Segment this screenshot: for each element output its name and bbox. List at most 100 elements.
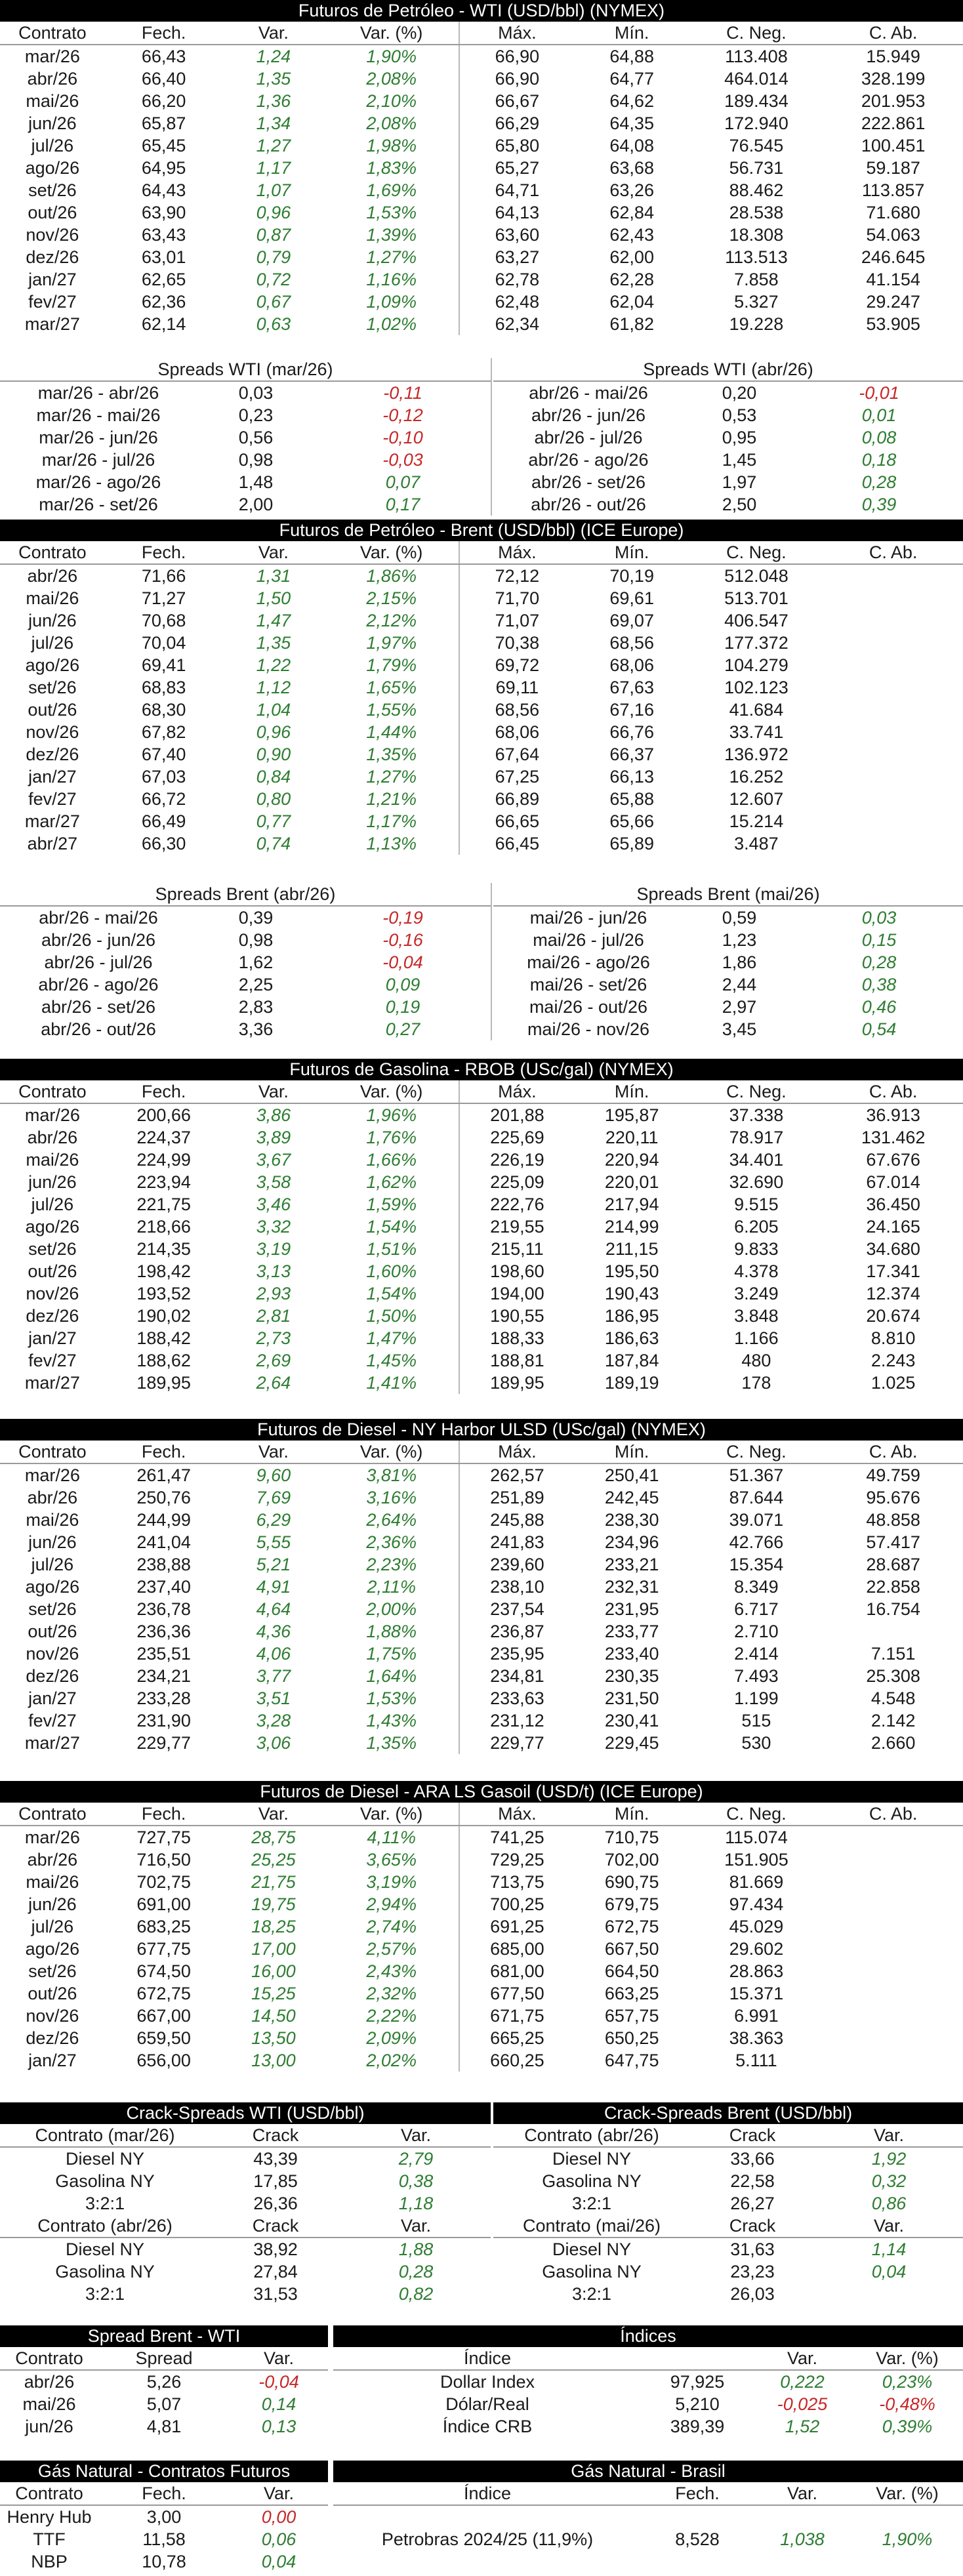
table-cell: 29.247 — [866, 292, 920, 312]
crack-cell: 3:2:1 — [85, 2194, 125, 2213]
indices-row: Índice CRB 389,39 1,52 0,39% — [333, 2415, 963, 2438]
table-cell: 2.660 — [871, 1733, 916, 1753]
table-row: jan/27 62,65 0,72 1,16% 62,78 62,28 7.858 41.15… — [0, 268, 963, 291]
spread-cell: 1,23 — [722, 930, 757, 950]
table-cell: mai/26 — [26, 1150, 79, 1170]
table-cell: 2,09% — [324, 2027, 461, 2049]
table-cell: 1,35% — [324, 1732, 461, 1754]
table-cell: 5,210 — [675, 2394, 720, 2414]
table-cell: 68,30 — [141, 700, 186, 720]
table-cell: 251,89 — [490, 1488, 544, 1507]
table-cell: 0,06 — [261, 2529, 297, 2549]
table-cell: nov/26 — [26, 722, 79, 742]
table-cell: 41.154 — [866, 270, 920, 289]
table-row: mar/27 229,77 3,06 1,35% 229,77 229,45 530 2.66… — [0, 1732, 963, 1754]
table-cell: 65,27 — [495, 158, 540, 178]
table-cell: jul/26 — [31, 1555, 74, 1574]
table-cell: 1,51% — [324, 1238, 461, 1260]
table-cell: 0,23% — [882, 2372, 933, 2392]
table-cell: dez/26 — [26, 1306, 79, 1326]
table-cell: 0,77 — [256, 811, 291, 831]
spread-cell: abr/26 - ago/26 — [528, 450, 649, 470]
table-row: jun/26 70,68 1,47 2,12% 71,07 69,07 406.547 — [0, 609, 963, 632]
table-cell: nov/26 — [26, 1284, 79, 1303]
table-cell: 88.462 — [729, 180, 784, 200]
table-cell — [823, 2027, 963, 2049]
table-cell: 1,64% — [324, 1665, 461, 1687]
table-row: fev/27 62,36 0,67 1,09% 62,48 62,04 5.327 29.24… — [0, 291, 963, 313]
table-cell: 16.252 — [729, 767, 784, 787]
table-cell: 671,75 — [490, 2006, 544, 2026]
spread-cell: 0,98 — [238, 450, 274, 470]
table-cell: 1,27% — [324, 766, 461, 788]
table-row: jan/27 67,03 0,84 1,27% 67,25 66,13 16.252 — [0, 766, 963, 788]
spread-row: mar/26 - mai/26 0,23 -0,12 — [0, 404, 491, 426]
spread-brent-wti-row: mai/26 5,07 0,14 — [0, 2393, 328, 2415]
table-cell: 515 — [741, 1711, 771, 1730]
table-cell: Henry Hub — [7, 2507, 92, 2527]
table-cell: 66,40 — [141, 69, 186, 89]
table-cell: 4,64 — [256, 1599, 291, 1619]
table-cell — [823, 1982, 963, 2005]
column-header: C. Neg. — [726, 1082, 787, 1101]
table-cell: 97.434 — [729, 1894, 784, 1914]
table-cell: 4,81 — [146, 2417, 182, 2436]
table-cell: 223,94 — [136, 1172, 191, 1192]
table-row: mar/26 727,75 28,75 4,11% 741,25 710,75 115.07… — [0, 1826, 963, 1849]
table-cell: 63,43 — [141, 225, 186, 245]
table-cell: 1,43% — [324, 1709, 461, 1732]
table-cell: 2.243 — [871, 1351, 916, 1370]
table-cell: 261,47 — [136, 1465, 191, 1485]
table-cell: 190,02 — [136, 1306, 191, 1326]
crack-row: 3:2:1 31,53 0,82 — [0, 2283, 491, 2305]
table-cell: 7.151 — [871, 1644, 916, 1664]
table-cell: 3,81% — [324, 1464, 461, 1486]
table-cell: 679,75 — [604, 1894, 659, 1914]
table-cell: 2,23% — [324, 1553, 461, 1576]
table-cell: mar/26 — [24, 47, 80, 66]
table-cell: 219,55 — [490, 1217, 544, 1237]
spread-cell: 0,28 — [861, 472, 897, 492]
column-header: Máx. — [498, 23, 537, 43]
table-cell: 15,25 — [251, 1984, 296, 2003]
crack-cell: 1,14 — [871, 2239, 907, 2259]
table-cell: 8.810 — [871, 1328, 916, 1348]
table-cell: 62,00 — [609, 247, 654, 267]
column-header: Índice — [463, 2484, 512, 2503]
table-title: Futuros de Diesel - ARA LS Gasoil (USD/t… — [0, 1781, 963, 1803]
crack-column-header: Var. — [873, 2216, 905, 2236]
spread-cell: 0,03 — [238, 383, 274, 403]
table-cell: 659,50 — [136, 2028, 191, 2048]
column-header: Contrato — [18, 1082, 87, 1101]
crack-column-header: Crack — [252, 2125, 299, 2145]
spread-row: abr/26 - mai/26 0,39 -0,19 — [0, 907, 491, 929]
table-cell: 68,83 — [141, 678, 186, 697]
table-cell: 113.857 — [861, 180, 925, 200]
table-cell: 68,06 — [495, 722, 540, 742]
table-cell: 113.513 — [725, 247, 788, 267]
table-cell: 218,66 — [136, 1217, 191, 1237]
table-cell: 186,95 — [604, 1306, 659, 1326]
table-cell: 7.858 — [734, 270, 779, 289]
table-cell: 0,96 — [256, 722, 291, 742]
table-cell: set/26 — [28, 1961, 77, 1981]
table-cell: dez/26 — [26, 2028, 79, 2048]
table-cell: 62,34 — [495, 314, 540, 334]
table-cell: 2,69 — [256, 1351, 291, 1370]
table-cell: 39.071 — [729, 1510, 784, 1530]
table-cell: TTF — [33, 2529, 66, 2549]
spread-row: abr/26 - jul/26 0,95 0,08 — [493, 426, 963, 449]
crack-cell: 0,82 — [398, 2284, 434, 2304]
table-cell: nov/26 — [26, 2006, 79, 2026]
table-cell: out/26 — [28, 1622, 77, 1641]
spread-cell: -0,03 — [382, 450, 423, 470]
spread-title: Spreads WTI (abr/26) — [493, 358, 963, 382]
table-cell: 18,25 — [251, 1917, 296, 1936]
spread-cell: 0,98 — [238, 930, 274, 950]
column-header: Contrato — [18, 23, 87, 43]
table-cell: 230,41 — [604, 1711, 659, 1730]
table-cell: 220,11 — [605, 1128, 659, 1147]
crack-column-header: Contrato (abr/26) — [524, 2125, 659, 2145]
crack-row: Diesel NY 33,66 1,92 — [493, 2148, 963, 2170]
table-cell: 57.417 — [866, 1532, 920, 1552]
